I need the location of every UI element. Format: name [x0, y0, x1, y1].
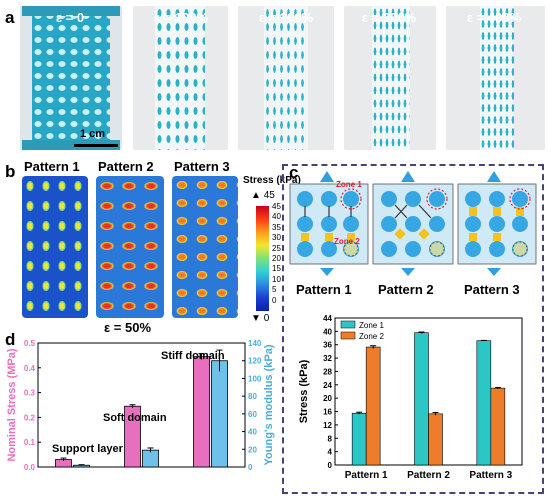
colorbar-tick: 30 — [272, 233, 281, 243]
ytick-c-label: 36 — [323, 341, 332, 350]
ylabel-left: Nominal Stress (MPa) — [6, 348, 18, 461]
colorbar-tick: 35 — [272, 222, 281, 232]
scale-bar — [74, 144, 118, 147]
ytick-right-label: 60 — [248, 410, 257, 419]
colorbar-tick: 40 — [272, 212, 281, 222]
ytick-right-label: 100 — [248, 374, 262, 383]
ytick-right-label: 40 — [248, 428, 257, 437]
ytick-c-label: 32 — [323, 354, 332, 363]
ytick-c-label: 20 — [323, 394, 332, 403]
ytick-left-label: 0.5 — [24, 339, 36, 348]
bar-zone1-2 — [476, 340, 492, 466]
xtick-label-c: Pattern 1 — [345, 470, 388, 481]
bar-zone2-1 — [428, 413, 443, 466]
bar-zone2-0 — [365, 346, 381, 466]
strain-label-0: ε = 0 — [55, 10, 85, 25]
strain-photo-2 — [238, 6, 334, 150]
ytick-left-label: 0.1 — [24, 438, 36, 447]
panel-c-letter: c — [289, 163, 299, 182]
ytick-c-label: 40 — [323, 327, 332, 336]
ytick-right-label: 20 — [248, 445, 257, 454]
bar-zone1-1 — [414, 332, 429, 466]
ytick-c-label: 44 — [323, 314, 332, 323]
pattern-title-b-0: Pattern 1 — [24, 159, 80, 174]
fea-map-3 — [172, 176, 238, 318]
plot-frame-d — [37, 342, 246, 468]
strain-label-2: ε = 200% — [258, 10, 314, 25]
colorbar-max-marker: ▲ 45 — [251, 190, 275, 201]
ytick-right-label: 120 — [248, 357, 262, 366]
colorbar — [256, 206, 269, 311]
xtick-label-c: Pattern 3 — [469, 470, 512, 481]
ylabel-c: Stress (kPa) — [298, 359, 310, 423]
colorbar-tick: 0 — [272, 295, 277, 305]
ytick-left-label: 0.2 — [24, 413, 36, 422]
strain-photo-1 — [133, 6, 228, 150]
ytick-c-label: 28 — [323, 367, 332, 376]
bar-zone1-0 — [351, 412, 367, 466]
bar-zone2-2 — [490, 387, 506, 466]
strain-b-label: ε = 50% — [104, 320, 152, 335]
colorbar-min-marker: ▼ 0 — [251, 313, 270, 324]
ylabel-right: Young's modulus (kPa) — [263, 344, 275, 465]
pattern-title-b-1: Pattern 2 — [98, 159, 154, 174]
ytick-c-label: 24 — [323, 381, 332, 390]
annotation-soft: Soft domain — [103, 412, 167, 424]
colorbar-tick: 45 — [272, 202, 281, 211]
pattern-title-c-0: Pattern 1 — [296, 282, 352, 297]
scale-bar-label: 1 cm — [80, 128, 106, 140]
strain-label-3: ε = 300% — [361, 10, 417, 25]
colorbar-tick: 15 — [272, 264, 281, 274]
xtick-label-c: Pattern 2 — [407, 470, 450, 481]
ytick-right-label: 140 — [248, 339, 262, 348]
ytick-c-label: 12 — [323, 421, 332, 430]
strain-photo-4 — [446, 6, 545, 150]
ytick-right-label: 0 — [248, 463, 253, 472]
pattern-title-c-1: Pattern 2 — [378, 282, 434, 297]
pattern-title-b-2: Pattern 3 — [174, 159, 230, 174]
colorbar-min-label: 0 — [263, 313, 270, 324]
colorbar-title: Stress (kPa) — [243, 175, 301, 186]
panel-a-letter: a — [5, 8, 15, 27]
ytick-right-label: 80 — [248, 392, 257, 401]
zone2-callout: Zone 2 — [334, 237, 360, 246]
colorbar-max-label: 45 — [263, 190, 275, 201]
ytick-c-label: 0 — [328, 461, 333, 470]
legend-swatch-zone2 — [340, 331, 356, 340]
legend-label-zone2: Zone 2 — [359, 332, 384, 341]
ytick-c-label: 4 — [328, 448, 333, 457]
strain-photo-3 — [344, 6, 436, 150]
strain-label-4: ε = 400% — [466, 10, 522, 25]
ytick-left-label: 0.4 — [24, 364, 36, 373]
colorbar-tick: 10 — [272, 274, 281, 284]
colorbar-tick: 5 — [272, 285, 277, 295]
panel-b-letter: b — [5, 162, 16, 181]
strain-photo-0 — [20, 6, 122, 150]
colorbar-tick: 25 — [272, 243, 281, 253]
ytick-c-label: 8 — [328, 434, 333, 443]
legend-label-zone1: Zone 1 — [359, 321, 384, 330]
fea-map-1 — [22, 176, 88, 318]
ytick-c-label: 16 — [323, 408, 332, 417]
strain-label-1: ε = 100% — [153, 10, 209, 25]
colorbar-ticks: 45 40 35 30 25 20 15 10 5 0 — [272, 202, 281, 306]
panel-d-letter: d — [5, 330, 16, 349]
pattern-title-c-2: Pattern 3 — [464, 282, 520, 297]
annotation-stiff: Stiff domain — [161, 350, 225, 362]
panel-c-frame — [282, 164, 544, 494]
fea-map-2 — [96, 176, 164, 318]
colorbar-tick: 20 — [272, 254, 281, 264]
legend-swatch-zone1 — [340, 320, 356, 329]
ytick-left-label: 0.0 — [24, 463, 36, 472]
zone1-callout: Zone 1 — [336, 180, 362, 189]
annotation-support: Support layer — [52, 443, 123, 455]
ytick-left-label: 0.3 — [24, 389, 36, 398]
